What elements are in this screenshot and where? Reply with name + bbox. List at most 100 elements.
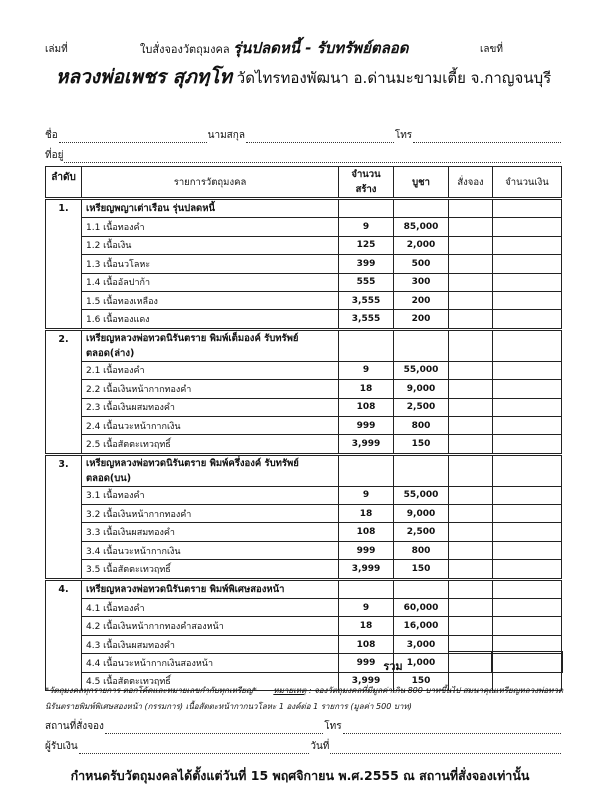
order-cell[interactable] xyxy=(448,328,493,362)
price-cell xyxy=(393,453,449,487)
item-row: 2.5 เนื้อสัตตะเทวฤทธิ์ 3,999 150 xyxy=(46,434,562,455)
column-header: จำนวนสร้าง xyxy=(338,166,394,199)
item-qty: 999 xyxy=(338,540,394,561)
item-name: 1.3 เนื้อนวโลหะ xyxy=(81,254,339,274)
amount-input[interactable] xyxy=(492,485,562,506)
phone-field[interactable] xyxy=(413,132,562,143)
column-header: ลำดับ xyxy=(45,166,82,199)
monk-name: หลวงพ่อเพชร สุภทฺโท xyxy=(55,66,233,88)
section-title: เหรียญหลวงพ่อทวดนิรันตราย พิมพ์พิเศษสองห… xyxy=(81,578,339,600)
place-line: สถานที่สั่งจอง โทร xyxy=(45,718,562,734)
amount-input[interactable] xyxy=(492,397,562,417)
form-title: ใบสั่งจองวัตถุมงคล รุ่นปลดหนี้ - รับทรัพ… xyxy=(140,36,409,60)
item-price: 2,000 xyxy=(393,235,449,256)
order-input[interactable] xyxy=(448,434,493,455)
item-price: 3,000 xyxy=(393,634,449,655)
stamp-note: *วัตถุมงคลทุกรายการ ตอกโค้ดและหมายเลขกำก… xyxy=(45,686,257,695)
order-input[interactable] xyxy=(448,254,493,274)
section-row: 3. เหรียญหลวงพ่อทวดนิรันตราย พิมพ์ครึ่งอ… xyxy=(45,453,562,580)
order-cell[interactable] xyxy=(448,578,493,600)
order-input[interactable] xyxy=(448,309,493,330)
amount-input[interactable] xyxy=(492,379,562,399)
section-number: 1. xyxy=(45,198,82,330)
order-input[interactable] xyxy=(448,235,493,256)
date-field[interactable] xyxy=(330,743,562,754)
place-field[interactable] xyxy=(104,723,324,734)
amount-input[interactable] xyxy=(492,309,562,330)
order-input[interactable] xyxy=(448,504,493,524)
amount-input[interactable] xyxy=(492,217,562,237)
amount-cell[interactable] xyxy=(492,453,562,487)
amount-cell[interactable] xyxy=(492,197,562,219)
item-row: 1.2 เนื้อเงิน 125 2,000 xyxy=(46,235,562,256)
order-input[interactable] xyxy=(448,290,493,311)
amount-input[interactable] xyxy=(492,272,562,292)
order-input[interactable] xyxy=(448,616,493,636)
amount-input[interactable] xyxy=(492,415,562,436)
surname-field[interactable] xyxy=(245,132,394,143)
item-qty: 3,999 xyxy=(338,671,394,691)
total-order-box[interactable] xyxy=(448,651,492,673)
order-input[interactable] xyxy=(448,598,493,618)
item-name: 3.5 เนื้อสัตตะเทวฤทธิ์ xyxy=(81,559,339,580)
amount-cell[interactable] xyxy=(492,328,562,362)
address-field[interactable] xyxy=(64,152,561,163)
amount-input[interactable] xyxy=(492,434,562,455)
order-input[interactable] xyxy=(448,272,493,292)
order-input[interactable] xyxy=(448,360,493,381)
amount-input[interactable] xyxy=(492,522,562,542)
item-name: 1.2 เนื้อเงิน xyxy=(81,235,339,256)
item-qty: 3,999 xyxy=(338,434,394,455)
order-input[interactable] xyxy=(448,485,493,506)
order-input[interactable] xyxy=(448,379,493,399)
item-row: 2.1 เนื้อทองคำ 9 55,000 xyxy=(46,360,562,381)
subtitle: หลวงพ่อเพชร สุภทฺโท วัดไทรทองพัฒนา อ.ด่า… xyxy=(45,62,562,92)
section-number: 2. xyxy=(45,328,82,455)
item-price: 55,000 xyxy=(393,360,449,381)
item-name: 3.1 เนื้อทองคำ xyxy=(81,485,339,506)
item-name: 2.5 เนื้อสัตตะเทวฤทธิ์ xyxy=(81,434,339,455)
amount-input[interactable] xyxy=(492,559,562,580)
receiver-field[interactable] xyxy=(78,743,310,754)
place-phone-field[interactable] xyxy=(342,723,561,734)
section-title: เหรียญหลวงพ่อทวดนิรันตราย พิมพ์เต็มองค์ … xyxy=(81,328,339,362)
item-name: 4.4 เนื้อนวะหน้ากากเงินสองหน้า xyxy=(81,653,339,673)
amount-input[interactable] xyxy=(492,504,562,524)
item-qty: 108 xyxy=(338,522,394,542)
item-row: 1.6 เนื้อทองแดง 3,555 200 xyxy=(46,309,562,330)
order-input[interactable] xyxy=(448,397,493,417)
item-row: 1.5 เนื้อทองเหลือง 3,555 200 xyxy=(46,290,562,311)
section-number: 4. xyxy=(45,578,82,691)
order-input[interactable] xyxy=(448,540,493,561)
item-name: 3.4 เนื้อนวะหน้ากากเงิน xyxy=(81,540,339,561)
name-field[interactable] xyxy=(58,132,207,143)
item-qty: 555 xyxy=(338,272,394,292)
order-input[interactable] xyxy=(448,522,493,542)
order-input[interactable] xyxy=(448,559,493,580)
price-cell xyxy=(393,328,449,362)
order-input[interactable] xyxy=(448,415,493,436)
amount-input[interactable] xyxy=(492,254,562,274)
amount-cell[interactable] xyxy=(492,578,562,600)
remark-label: หมายเหตุ xyxy=(273,686,307,695)
item-qty: 18 xyxy=(338,616,394,636)
amount-input[interactable] xyxy=(492,616,562,636)
amount-input[interactable] xyxy=(492,360,562,381)
number-label: เลขที่ xyxy=(480,44,503,55)
place-label: สถานที่สั่งจอง xyxy=(45,721,104,732)
item-qty: 9 xyxy=(338,217,394,237)
amount-input[interactable] xyxy=(492,290,562,311)
item-qty: 3,999 xyxy=(338,559,394,580)
amount-input[interactable] xyxy=(492,235,562,256)
item-name: 1.1 เนื้อทองคำ xyxy=(81,217,339,237)
section-row: 1. เหรียญพญาเต่าเรือน รุ่นปลดหนี้ xyxy=(45,197,562,330)
order-input[interactable] xyxy=(448,217,493,237)
order-cell[interactable] xyxy=(448,453,493,487)
order-cell[interactable] xyxy=(448,197,493,219)
total-amount-box[interactable] xyxy=(491,651,563,673)
item-price: 55,000 xyxy=(393,485,449,506)
amount-input[interactable] xyxy=(492,598,562,618)
phone-label: โทร xyxy=(394,130,413,141)
amount-input[interactable] xyxy=(492,540,562,561)
item-name: 4.1 เนื้อทองคำ xyxy=(81,598,339,618)
